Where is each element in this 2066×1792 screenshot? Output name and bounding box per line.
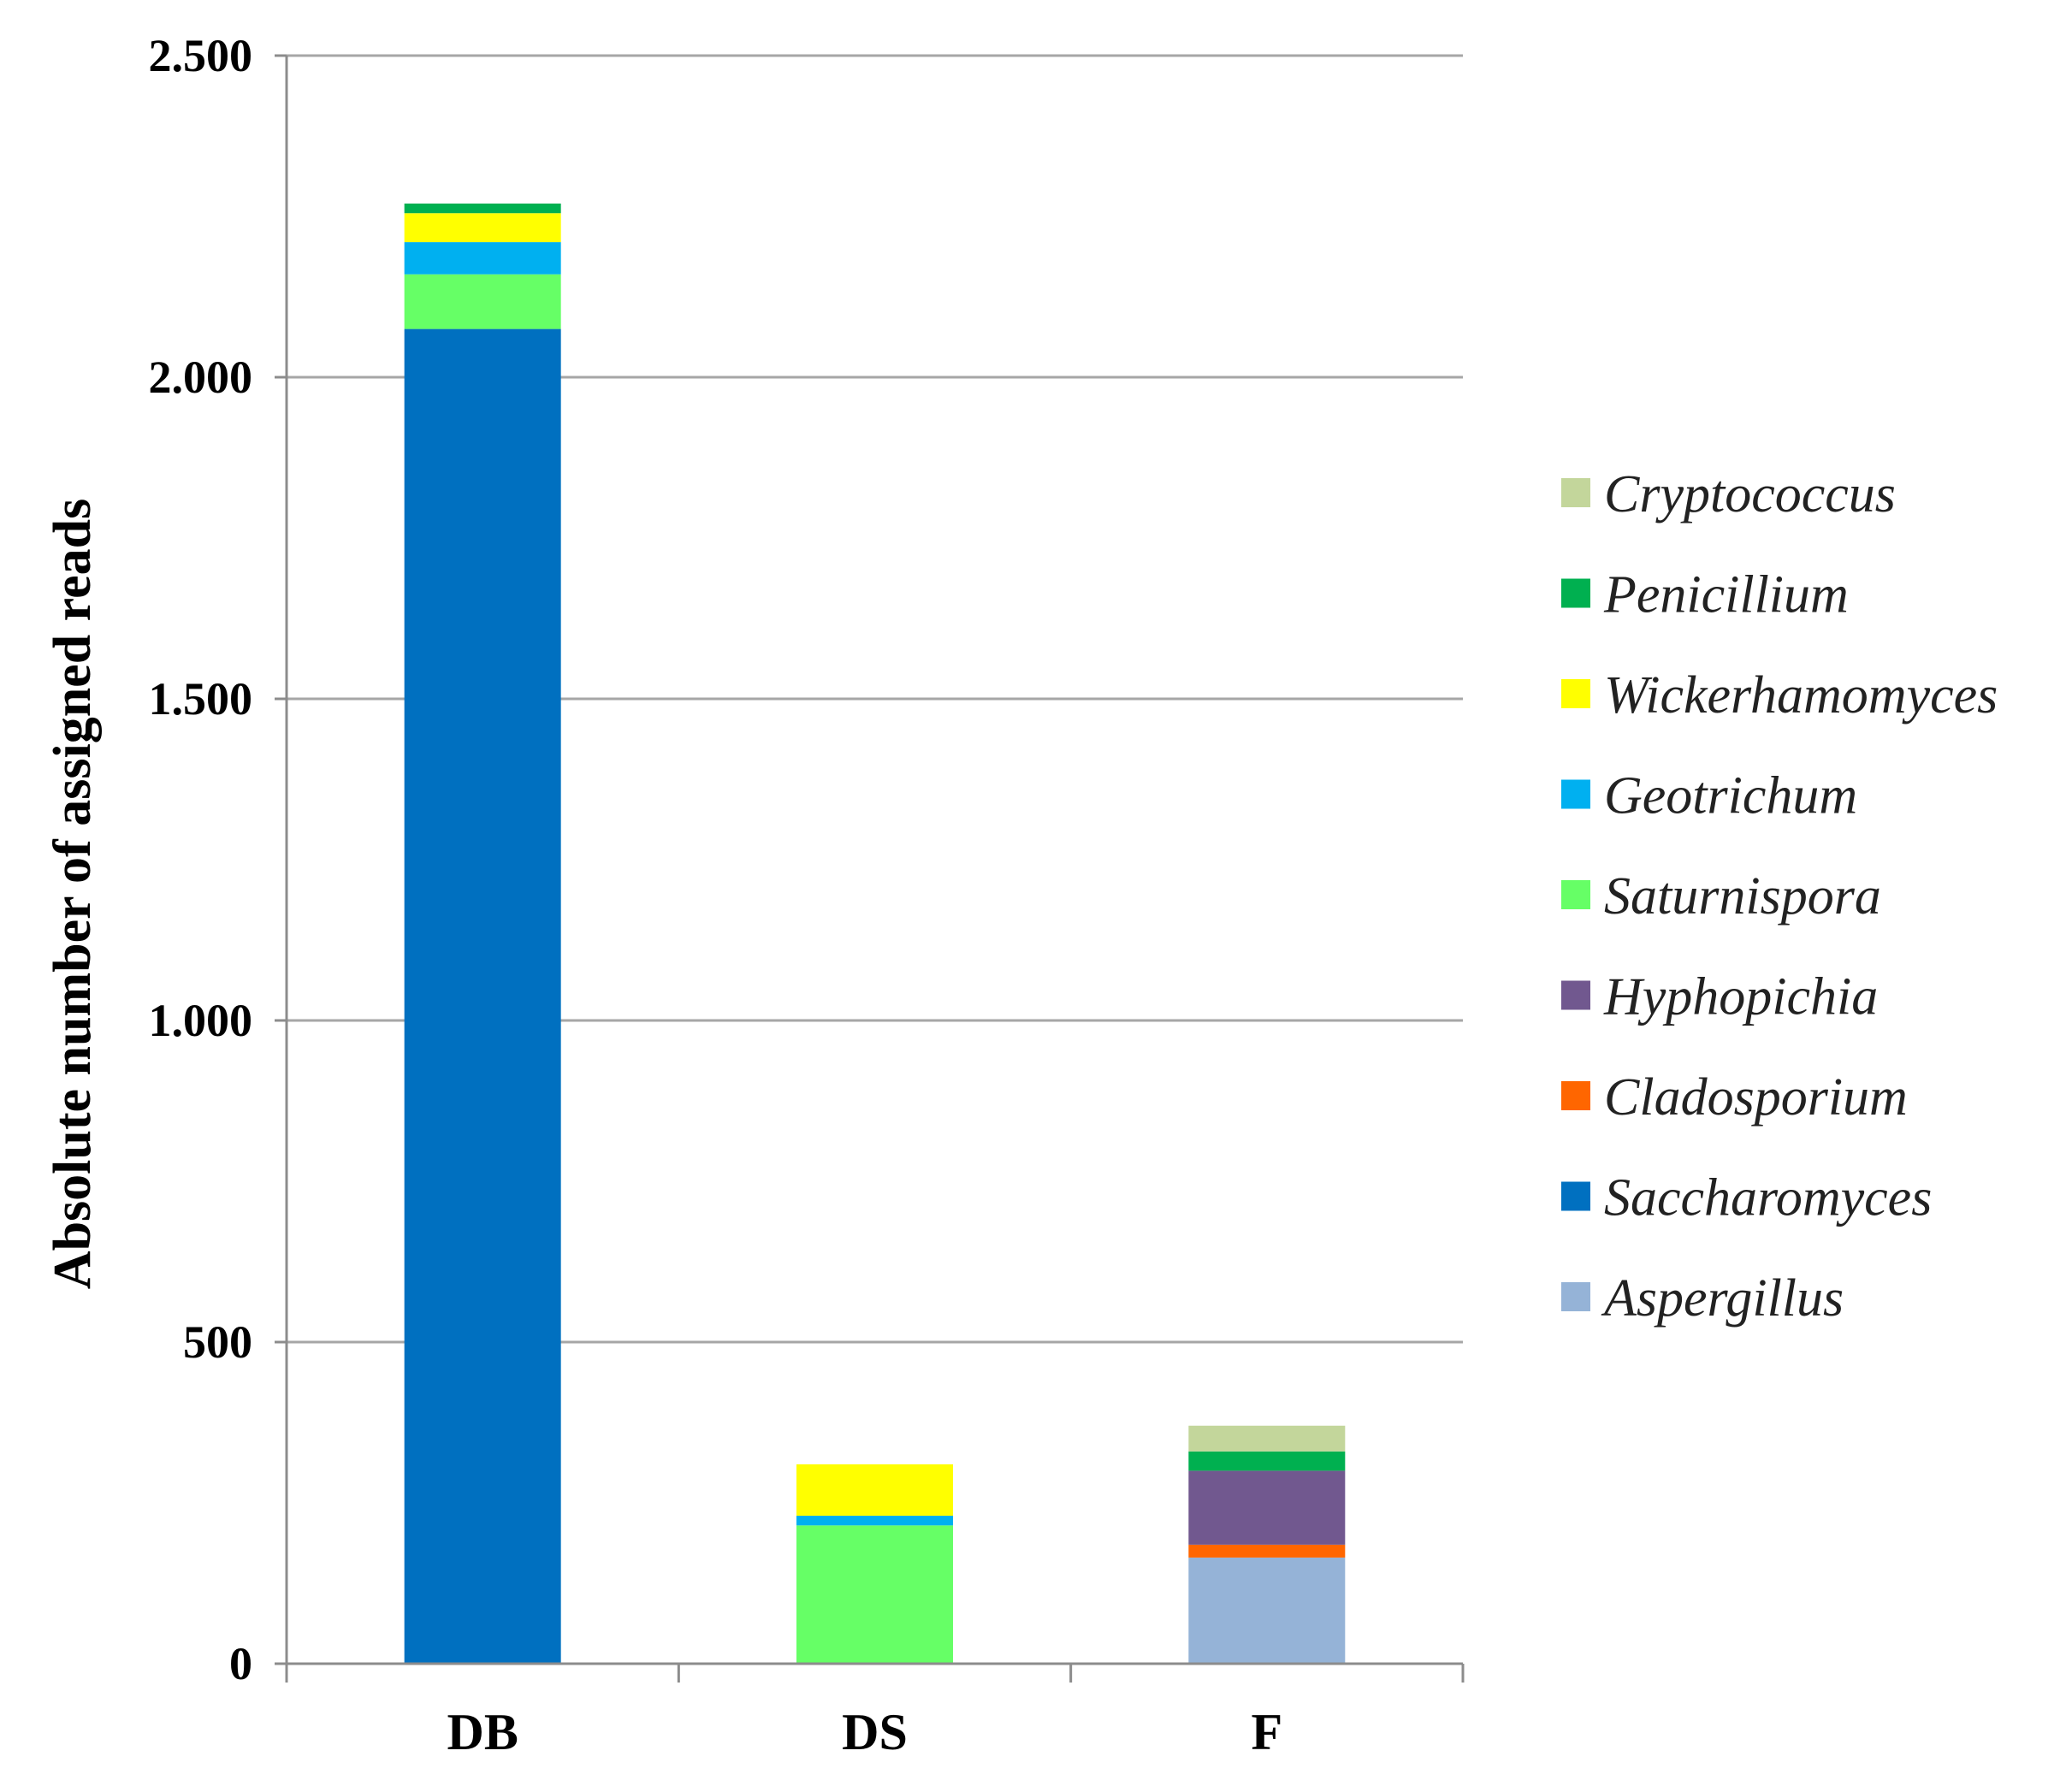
bar-segment-db-penicillium xyxy=(404,203,561,214)
bar-segment-ds-wickerhamomyces xyxy=(796,1464,953,1517)
legend: Cryptococcus Penicillium Wickerhamomyces Ge… xyxy=(1561,465,1998,1328)
axes xyxy=(275,54,1465,1683)
bar-segment-db-wickerhamomyces xyxy=(404,213,561,243)
legend-label-wickerhamomyces: Wickerhamomyces xyxy=(1604,666,1998,724)
bar-segment-f-cladosporium xyxy=(1188,1544,1346,1558)
legend-label-cladosporium: Cladosporium xyxy=(1604,1068,1908,1127)
bar-segment-f-penicillium xyxy=(1188,1451,1346,1471)
legend-label-cryptococcus: Cryptococcus xyxy=(1604,465,1896,523)
y-tick-labels: 0 500 1.000 1.500 2.000 2.500 xyxy=(149,30,253,1689)
y-tick-label: 1.500 xyxy=(149,673,253,724)
bar-segment-ds-geotrichum xyxy=(796,1516,953,1526)
x-tick-labels: DB DS F xyxy=(447,1704,1282,1760)
legend-swatch-penicillium xyxy=(1561,578,1590,608)
legend-label-saccharomyces: Saccharomyces xyxy=(1604,1169,1932,1227)
legend-swatch-hyphopichia xyxy=(1561,980,1590,1010)
bar-segment-f-aspergillus xyxy=(1188,1557,1346,1664)
y-axis-label: Absolute number of assigned reads xyxy=(44,499,102,1289)
legend-label-saturnispora: Saturnispora xyxy=(1604,867,1881,926)
x-tick-label-db: DB xyxy=(447,1704,518,1760)
legend-swatch-geotrichum xyxy=(1561,779,1590,809)
legend-label-hyphopichia: Hyphopichia xyxy=(1603,968,1878,1026)
legend-swatch-wickerhamomyces xyxy=(1561,679,1590,708)
legend-swatch-aspergillus xyxy=(1561,1282,1590,1311)
x-tick-label-ds: DS xyxy=(842,1704,908,1760)
bar-segment-f-hyphopichia xyxy=(1188,1470,1346,1545)
legend-swatch-saccharomyces xyxy=(1561,1181,1590,1211)
bars xyxy=(404,203,1346,1665)
legend-label-geotrichum: Geotrichum xyxy=(1604,767,1857,825)
legend-swatch-cladosporium xyxy=(1561,1081,1590,1110)
legend-label-penicillium: Penicillium xyxy=(1603,566,1849,624)
legend-swatch-saturnispora xyxy=(1561,880,1590,909)
bar-segment-db-geotrichum xyxy=(404,242,561,275)
bar-segment-db-saccharomyces xyxy=(404,328,561,1665)
bar-segment-ds-saturnispora xyxy=(796,1525,953,1664)
legend-swatch-cryptococcus xyxy=(1561,478,1590,507)
x-tick-label-f: F xyxy=(1252,1704,1283,1760)
bar-segment-db-saturnispora xyxy=(404,274,561,329)
legend-label-aspergillus: Aspergillus xyxy=(1601,1269,1844,1328)
bar-segment-f-cryptococcus xyxy=(1188,1425,1346,1452)
y-tick-label: 2.500 xyxy=(149,30,253,81)
y-tick-label: 0 xyxy=(229,1638,252,1689)
y-tick-label: 500 xyxy=(183,1316,252,1368)
y-tick-label: 1.000 xyxy=(149,995,253,1046)
y-tick-label: 2.000 xyxy=(149,352,253,403)
